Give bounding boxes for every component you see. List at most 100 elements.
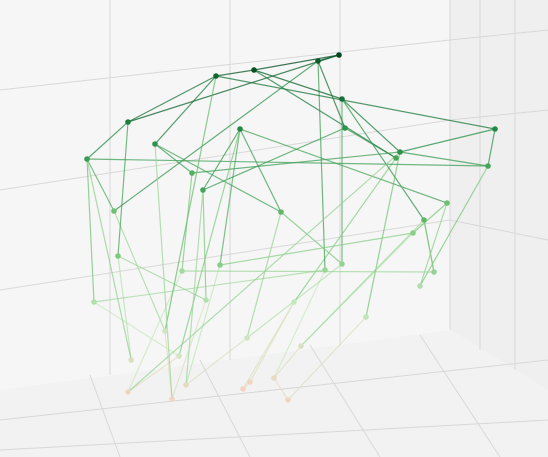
node [237,126,243,132]
node [84,156,90,162]
back-wall [0,0,450,390]
edge [399,128,496,153]
edge [280,211,343,265]
node [251,67,257,73]
node [336,52,342,58]
edge [341,98,401,153]
node [240,386,246,392]
node [162,328,168,334]
node [431,269,437,275]
node [278,209,284,215]
node [200,187,206,193]
node [213,73,219,79]
edge [117,121,129,257]
node [247,379,253,385]
edge [127,355,180,393]
node [179,268,185,274]
node [128,357,134,363]
node [271,375,277,381]
edge [154,143,193,174]
edge [202,189,207,301]
node [342,125,348,131]
edge [86,158,95,303]
edge [86,158,132,361]
edge [127,75,217,123]
node [125,389,131,395]
edge [86,121,129,160]
edge [239,128,448,204]
edge [242,301,295,390]
floor [0,330,548,457]
edge [287,316,367,401]
node [421,217,427,223]
edge [127,151,401,393]
edge [127,54,340,123]
edge [191,151,401,174]
edge [253,69,343,100]
edge [273,269,326,379]
edge [117,255,207,301]
edge [399,151,489,167]
edge [202,128,241,191]
edge [365,151,401,318]
edge [154,75,217,145]
node [217,262,223,268]
node [125,119,131,125]
node [444,200,450,206]
nodes [84,52,498,403]
edge [154,143,173,400]
node [322,267,328,273]
edge [246,211,282,339]
node [393,155,399,161]
edge [253,54,340,71]
edge [113,210,166,332]
edges [86,54,496,401]
node [417,283,423,289]
edge [239,128,282,213]
edge [185,189,204,386]
node [189,170,195,176]
node [91,299,97,305]
edge [487,128,496,167]
node [291,299,297,305]
edge [93,269,326,303]
edge [423,219,435,273]
edge [219,128,241,266]
node [485,163,491,169]
edge [317,60,346,129]
edge [113,60,319,212]
node [339,96,345,102]
node [183,382,189,388]
node [298,343,304,349]
edge [273,377,289,401]
node [397,149,403,155]
edge [86,158,489,167]
edge [117,255,132,361]
side-wall [450,0,548,390]
edge [181,270,435,273]
node [363,314,369,320]
edge [86,158,115,212]
edge [412,202,448,234]
node [339,261,345,267]
edge [215,69,255,77]
node [111,208,117,214]
edge [219,232,414,266]
edge [93,301,180,357]
node [169,396,175,402]
node [244,335,250,341]
node [115,253,121,259]
node [315,58,321,64]
edge [293,157,397,303]
edge [154,143,282,213]
edge [341,98,425,221]
edge [273,345,302,379]
edge [164,75,217,332]
edge [178,128,241,357]
edge [419,165,489,287]
edge [215,75,496,130]
edge [185,337,248,386]
node [203,297,209,303]
